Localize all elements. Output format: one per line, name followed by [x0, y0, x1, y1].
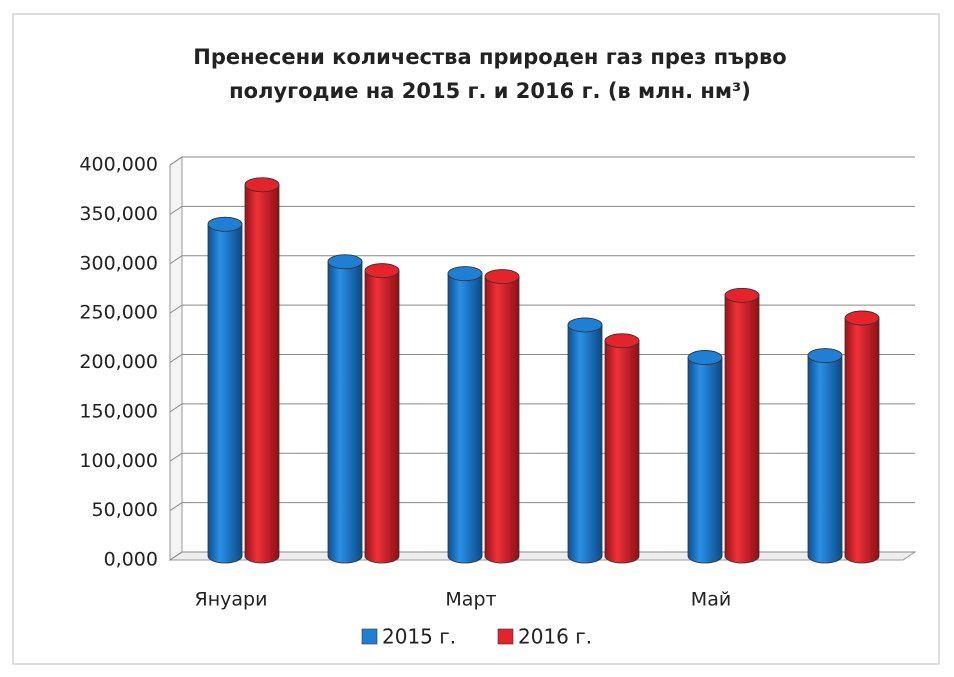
- y-tick-label: 400,000: [79, 154, 158, 176]
- bar-cap: [807, 348, 843, 363]
- grid-line: [169, 551, 915, 561]
- grid-line: [169, 403, 915, 413]
- y-tick-label: 200,000: [79, 351, 158, 373]
- bar-cap: [327, 254, 363, 270]
- bar: [807, 348, 843, 564]
- y-tick-label: 100,000: [79, 450, 158, 472]
- bar: [724, 287, 760, 564]
- bar: [207, 216, 243, 564]
- grid-line: [169, 255, 915, 265]
- bar: [447, 266, 483, 564]
- bar: [844, 310, 880, 564]
- floor: [168, 551, 917, 561]
- legend-swatch: [497, 628, 514, 645]
- x-tick-label: Януари: [195, 589, 268, 611]
- bar-cap: [844, 310, 880, 326]
- bar: [364, 263, 400, 564]
- grid-line: [169, 452, 915, 462]
- y-tick-label: 300,000: [79, 252, 158, 274]
- chart-title: полугодие на 2015 г. и 2016 г. (в млн. н…: [229, 79, 751, 103]
- bar-cap: [207, 216, 243, 232]
- legend-label: 2016 г.: [518, 625, 592, 649]
- bar-cap: [244, 177, 280, 193]
- bar: [484, 269, 520, 564]
- chart-frame: [12, 13, 940, 665]
- bar: [327, 254, 363, 564]
- y-tick-label: 150,000: [79, 400, 158, 422]
- bar: [567, 317, 603, 564]
- y-tick-label: 250,000: [79, 302, 158, 324]
- y-tick-label: 0,000: [104, 549, 158, 571]
- x-tick-label: Май: [691, 589, 731, 611]
- grid-line: [169, 205, 915, 215]
- bar-cap: [604, 333, 640, 349]
- legend-swatch: [361, 628, 378, 645]
- bar: [687, 350, 723, 564]
- grid-line: [169, 156, 915, 166]
- bar-cap: [364, 263, 400, 279]
- bar-cap: [567, 317, 603, 333]
- bar-cap: [687, 350, 723, 365]
- bar: [604, 333, 640, 564]
- x-tick-label: Март: [445, 589, 496, 611]
- y-tick-label: 50,000: [92, 499, 158, 521]
- grid-line: [169, 354, 915, 363]
- chart-title: Пренесени количества природен газ през п…: [193, 45, 786, 69]
- bar-cap: [724, 287, 760, 303]
- bar: [244, 177, 280, 564]
- y-tick-label: 350,000: [79, 203, 158, 225]
- grid-line: [169, 304, 915, 314]
- bar-cap: [447, 266, 483, 282]
- legend-label: 2015 г.: [382, 625, 456, 649]
- grid-line: [169, 502, 915, 512]
- bar-cap: [484, 269, 520, 284]
